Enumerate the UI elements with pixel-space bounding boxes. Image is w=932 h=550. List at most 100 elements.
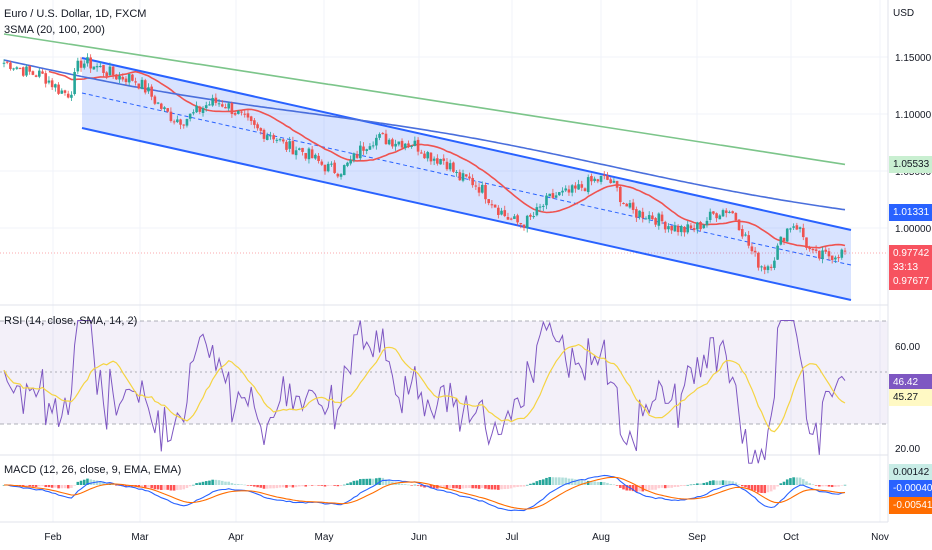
candle-body [333,162,336,173]
macd-histogram-bar [442,485,446,488]
candle-body [715,213,718,219]
candle-body [468,176,471,179]
macd-histogram-bar [47,485,51,488]
macd-histogram-bar [535,481,539,485]
candle-body [541,205,545,207]
macd-histogram-bar [259,485,263,488]
macd-histogram-bar [757,485,760,493]
macd-histogram-bar [291,485,295,488]
macd-histogram-bar [805,481,808,485]
macd-histogram-bar [86,478,89,485]
candle-body [651,215,654,220]
macd-histogram-bar [220,480,224,485]
macd-histogram-bar [840,485,844,486]
channel-upper [81,57,852,231]
candle-body [224,107,227,109]
macd-histogram-bar [843,484,847,486]
macd-histogram-bar [159,485,163,490]
macd-histogram-bar [403,484,407,485]
candle-body [240,111,243,113]
candle-body [375,137,378,146]
candle-body [792,226,795,228]
candle-body [737,219,741,231]
candle-body [147,87,150,92]
candle-body [28,65,31,72]
macd-histogram-bar [416,485,420,486]
macd-histogram-bar [686,484,690,486]
candle-body [712,211,715,214]
candle-body [734,213,738,221]
rsi-value-tag: 46.42 [889,374,932,391]
candle-body [12,68,15,70]
macd-histogram-bar [487,485,490,490]
macd-histogram-bar [410,485,413,486]
candle-body [326,163,330,172]
macd-histogram-bar [278,485,282,488]
candle-body [298,148,301,150]
macd-histogram-bar [63,485,67,489]
candle-body [339,174,343,177]
macd-legend[interactable]: MACD (12, 26, close, 9, EMA, EMA) [4,464,182,476]
rsi-legend[interactable]: RSI (14, close, SMA, 14, 2) [4,315,138,327]
candle-body [15,67,19,69]
candle-body [525,215,529,229]
candle-body [359,145,362,159]
candle-body [31,71,35,75]
candle-body [153,96,157,104]
macd-histogram-bar [538,480,542,485]
macd-histogram-bar [294,485,298,488]
candle-body [660,214,664,222]
macd-histogram-bar [785,479,789,485]
macd-histogram-bar [455,485,458,489]
macd-histogram-bar [493,485,497,490]
macd-histogram-bar [82,479,86,485]
candle-body [79,60,83,68]
candle-body [323,164,327,172]
macd-histogram-bar [288,485,291,487]
macd-histogram-bar [227,481,230,485]
candle-body [753,250,757,253]
macd-histogram-bar [342,484,346,486]
candle-body [676,225,680,233]
macd-histogram-bar [150,485,153,489]
macd-histogram-bar [275,485,279,489]
countdown-value-tag: 33:13 [889,259,932,276]
candle-body [570,185,574,193]
candle-body [185,118,189,126]
candle-body [182,124,186,126]
signal-value-tag: -0.00541 [889,497,932,514]
candle-body [497,207,500,215]
candle-body [757,252,760,268]
macd-histogram-bar [140,485,144,487]
macd-histogram-bar [320,485,324,486]
price-tick-label: 1.10000 [895,110,932,121]
macd-histogram-bar [708,480,712,485]
candle-body [692,228,696,230]
macd-histogram-bar [773,485,776,490]
rsi-pane [0,320,888,464]
candle-body [320,161,324,165]
candle-body [60,90,64,94]
macd-histogram-bar [497,485,500,490]
sma-legend[interactable]: 3SMA (20, 100, 200) [4,24,105,36]
macd-histogram-bar [702,482,706,485]
candle-body [5,61,9,63]
candle-body [567,189,571,193]
macd-histogram-bar [400,483,404,485]
candle-body [519,223,523,225]
candle-body [513,216,516,219]
macd-histogram-bar [233,483,237,485]
candle-body [371,145,375,147]
macd-histogram-bar [763,485,767,494]
macd-histogram-bar [760,485,763,493]
candle-body [25,66,28,76]
symbol-legend[interactable]: Euro / U.S. Dollar, 1D, FXCM [4,8,147,20]
candle-body [127,73,131,83]
macd-histogram-bar [471,485,474,489]
macd-histogram-bar [654,485,657,490]
candle-body [538,206,542,208]
macd-histogram-bar [253,485,256,487]
macd-histogram-bar [503,485,507,490]
macd-histogram-bar [631,485,635,492]
